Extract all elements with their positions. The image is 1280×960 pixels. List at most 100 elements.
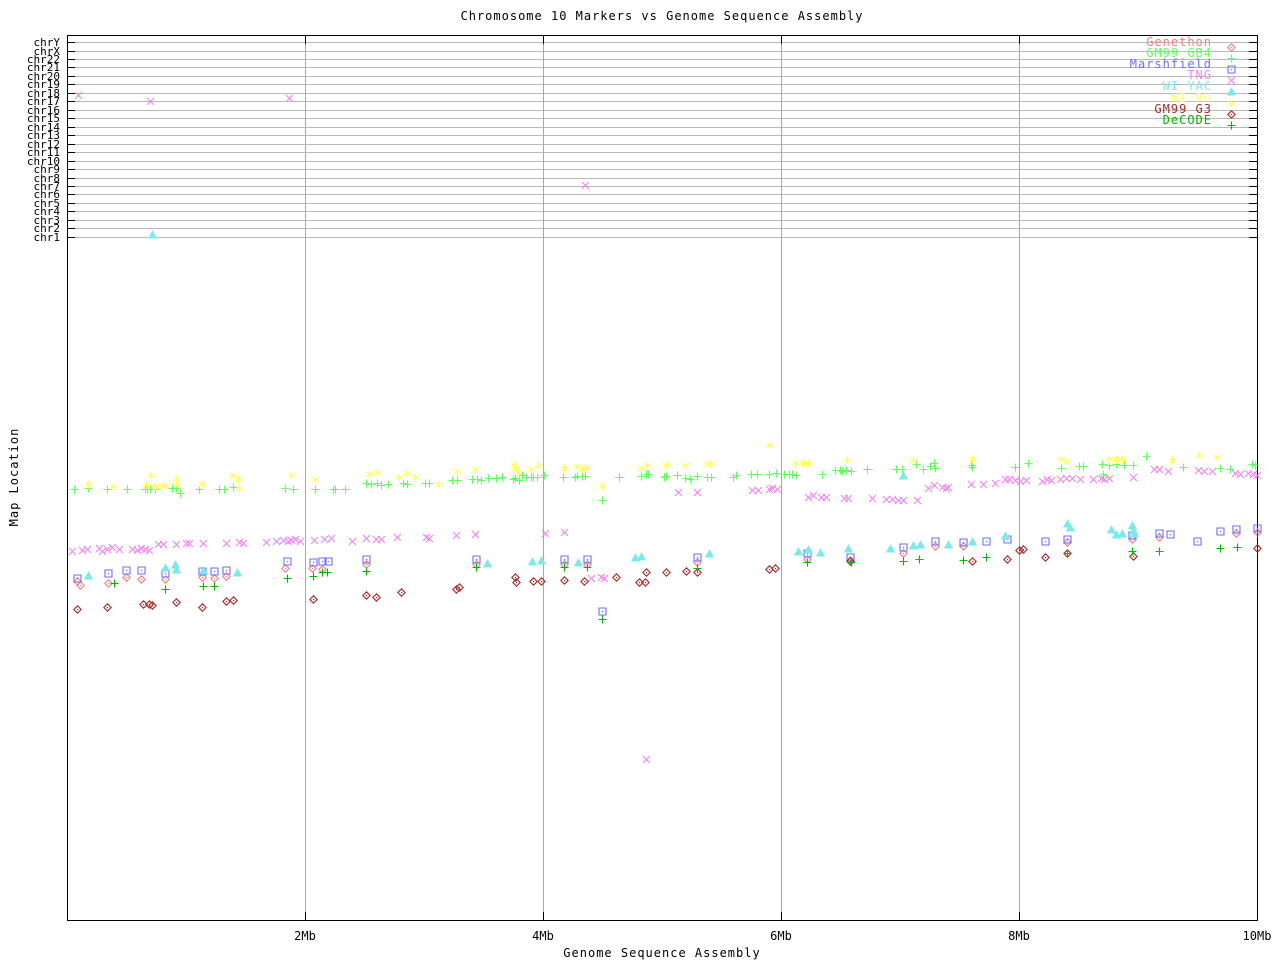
y-tick-left bbox=[67, 93, 75, 94]
y-tick-left bbox=[67, 84, 75, 85]
chromosome-tick-label: chr10 bbox=[26, 155, 60, 168]
x-tick-label: 8Mb bbox=[1008, 929, 1030, 943]
chromosome-tick-label: chrY bbox=[33, 36, 61, 49]
chromosome-gridline bbox=[68, 160, 1256, 162]
chromosome-tick-label: chr20 bbox=[26, 70, 60, 83]
y-tick-right bbox=[1249, 93, 1257, 94]
y-tick-left bbox=[67, 152, 75, 153]
chromosome-gridline bbox=[68, 100, 1256, 102]
chromosome-tick-label: chr2 bbox=[33, 222, 61, 235]
y-tick-left bbox=[67, 211, 75, 212]
y-tick-right bbox=[1249, 84, 1257, 85]
legend-label: WI RH bbox=[1170, 90, 1212, 105]
legend-label: Marshfield bbox=[1129, 57, 1212, 72]
x-tick-label: 4Mb bbox=[532, 929, 554, 943]
chromosome-gridline bbox=[68, 143, 1256, 145]
chromosome-tick-label: chr14 bbox=[26, 121, 60, 134]
chromosome-gridline bbox=[68, 66, 1256, 68]
y-tick-left bbox=[67, 194, 75, 195]
legend-label: GM99 G3 bbox=[1154, 101, 1212, 116]
x-tick-label: 6Mb bbox=[770, 929, 792, 943]
y-tick-left bbox=[67, 135, 75, 136]
y-tick-right bbox=[1249, 76, 1257, 77]
y-tick-left bbox=[67, 76, 75, 77]
x-gridline bbox=[304, 36, 306, 920]
chromosome-gridline bbox=[68, 185, 1256, 187]
y-tick-left bbox=[67, 237, 75, 238]
chromosome-tick-label: chr5 bbox=[33, 197, 61, 210]
y-tick-right bbox=[1249, 67, 1257, 68]
chromosome-gridline bbox=[68, 117, 1256, 119]
chromosome-tick-label: chr3 bbox=[33, 214, 61, 227]
chromosome-tick-label: chr1 bbox=[33, 231, 61, 244]
chromosome-gridline bbox=[68, 134, 1256, 136]
y-tick-left bbox=[67, 101, 75, 102]
legend-label: WI YAC bbox=[1162, 79, 1212, 94]
chromosome-gridline bbox=[68, 126, 1256, 128]
y-tick-right bbox=[1249, 203, 1257, 204]
chromosome-gridline bbox=[68, 202, 1256, 204]
chromosome-tick-label: chr21 bbox=[26, 61, 60, 74]
y-tick-left bbox=[67, 59, 75, 60]
x-tick-label: 2Mb bbox=[294, 929, 316, 943]
chromosome-tick-label: chr12 bbox=[26, 138, 60, 151]
chromosome-tick-label: chr13 bbox=[26, 129, 60, 142]
y-tick-right bbox=[1249, 59, 1257, 60]
chromosome-gridline bbox=[68, 227, 1256, 229]
legend-label: TNG bbox=[1187, 68, 1212, 83]
x-tick-bottom bbox=[305, 912, 306, 920]
y-tick-left bbox=[67, 118, 75, 119]
x-tick-top bbox=[305, 36, 306, 44]
y-tick-left bbox=[67, 67, 75, 68]
chromosome-gridline bbox=[68, 41, 1256, 43]
chromosome-gridline bbox=[68, 75, 1256, 77]
y-tick-right bbox=[1249, 211, 1257, 212]
y-tick-left bbox=[67, 144, 75, 145]
chromosome-tick-label: chrX bbox=[33, 45, 61, 58]
x-gridline bbox=[542, 36, 544, 920]
y-axis-label: Map Location bbox=[7, 427, 21, 527]
y-tick-right bbox=[1249, 110, 1257, 111]
y-tick-right bbox=[1249, 220, 1257, 221]
chromosome-tick-label: chr8 bbox=[33, 172, 61, 185]
x-tick-bottom bbox=[543, 912, 544, 920]
x-gridline bbox=[1018, 36, 1020, 920]
y-tick-right bbox=[1249, 51, 1257, 52]
y-tick-right bbox=[1249, 161, 1257, 162]
y-tick-right bbox=[1249, 237, 1257, 238]
y-tick-right bbox=[1249, 228, 1257, 229]
chromosome-gridline bbox=[68, 177, 1256, 179]
chromosome-gridline bbox=[68, 50, 1256, 52]
y-tick-right bbox=[1249, 169, 1257, 170]
x-tick-label: 10Mb bbox=[1242, 929, 1272, 943]
chromosome-tick-label: chr19 bbox=[26, 78, 60, 91]
chromosome-tick-label: chr11 bbox=[26, 146, 60, 159]
chromosome-tick-label: chr17 bbox=[26, 95, 60, 108]
chromosome-tick-label: chr6 bbox=[33, 188, 61, 201]
chromosome-gridline bbox=[68, 193, 1256, 195]
x-axis-label: Genome Sequence Assembly bbox=[563, 946, 761, 960]
x-tick-top bbox=[543, 36, 544, 44]
legend-label: Genethon bbox=[1146, 35, 1212, 49]
chromosome-tick-label: chr15 bbox=[26, 112, 60, 125]
legend-label: GM99 GB4 bbox=[1146, 46, 1212, 61]
y-tick-left bbox=[67, 42, 75, 43]
y-tick-left bbox=[67, 228, 75, 229]
y-tick-left bbox=[67, 127, 75, 128]
y-tick-left bbox=[67, 178, 75, 179]
y-tick-right bbox=[1249, 178, 1257, 179]
y-tick-right bbox=[1249, 186, 1257, 187]
y-tick-left bbox=[67, 203, 75, 204]
y-tick-left bbox=[67, 110, 75, 111]
chromosome-gridline bbox=[68, 109, 1256, 111]
y-tick-right bbox=[1249, 144, 1257, 145]
chromosome-gridline bbox=[68, 236, 1256, 238]
y-tick-right bbox=[1249, 135, 1257, 136]
x-tick-top bbox=[1019, 36, 1020, 44]
chromosome-tick-label: chr9 bbox=[33, 163, 61, 176]
y-tick-right bbox=[1249, 42, 1257, 43]
y-tick-left bbox=[67, 161, 75, 162]
chromosome-gridline bbox=[68, 219, 1256, 221]
legend-label: DeCODE bbox=[1162, 112, 1212, 127]
